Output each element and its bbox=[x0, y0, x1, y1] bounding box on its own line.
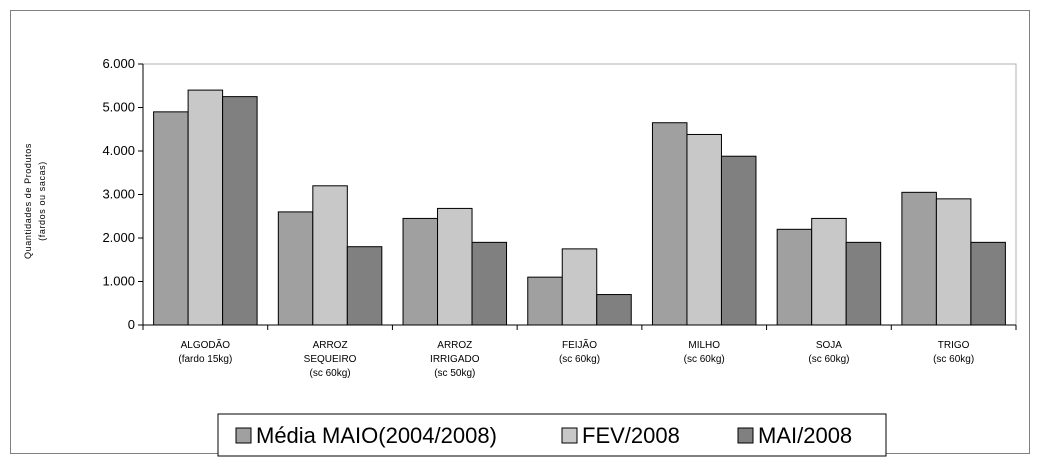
bar bbox=[346, 246, 383, 326]
bar bbox=[651, 122, 688, 326]
y-tick-label: 1.000 bbox=[102, 274, 135, 289]
x-tick-label: SOJA bbox=[816, 340, 842, 351]
x-tick-label: (sc 50kg) bbox=[434, 368, 475, 379]
y-tick-label: 0 bbox=[128, 317, 135, 332]
bar bbox=[845, 241, 882, 326]
bar bbox=[153, 111, 189, 326]
legend-swatch bbox=[737, 427, 754, 444]
x-tick-label: ARROZ bbox=[437, 340, 472, 351]
bar bbox=[901, 191, 937, 326]
x-tick-label: (sc 60kg) bbox=[933, 354, 974, 365]
x-tick-label: (sc 60kg) bbox=[559, 354, 600, 365]
bar bbox=[561, 248, 598, 326]
bar bbox=[686, 133, 722, 326]
y-tick-label: 4.000 bbox=[102, 143, 135, 158]
legend-label: MAI/2008 bbox=[758, 423, 852, 448]
legend: Média MAIO(2004/2008) FEV/2008 MAI/2008 bbox=[217, 413, 887, 457]
bar bbox=[277, 211, 314, 326]
bars bbox=[153, 89, 1006, 326]
bar bbox=[811, 217, 847, 326]
bar bbox=[596, 294, 632, 326]
x-tick-label: ALGODÃO bbox=[181, 338, 231, 351]
x-tick-label: (sc 60kg) bbox=[808, 354, 849, 365]
x-tick-label: (sc 60kg) bbox=[310, 368, 351, 379]
x-tick-label: FEIJÃO bbox=[562, 338, 597, 351]
x-tick-label: (fardo 15kg) bbox=[178, 354, 232, 365]
x-tick-label: ARROZ bbox=[313, 340, 348, 351]
y-tick-label: 3.000 bbox=[102, 187, 135, 202]
bar bbox=[312, 185, 348, 326]
legend-swatch bbox=[235, 427, 252, 444]
x-tick-label: TRIGO bbox=[938, 340, 970, 351]
y-tick-label: 6.000 bbox=[102, 56, 135, 71]
bar bbox=[187, 89, 224, 326]
legend-label: Média MAIO(2004/2008) bbox=[256, 423, 497, 448]
x-tick-label: (sc 60kg) bbox=[684, 354, 725, 365]
bar bbox=[776, 228, 813, 326]
y-axis: 0 1.000 2.000 3.000 4.000 5.000 6.000 bbox=[102, 56, 144, 332]
bar bbox=[527, 276, 563, 326]
x-axis: ALGODÃO (fardo 15kg) ARROZ SEQUEIRO (sc 60kg… bbox=[142, 324, 1017, 379]
bar bbox=[437, 207, 473, 326]
x-tick-label: SEQUEIRO bbox=[304, 354, 357, 365]
y-axis-label: Quantidades de Produtos bbox=[23, 143, 33, 259]
legend-label: FEV/2008 bbox=[582, 423, 680, 448]
y-axis-label-unit: (fardos ou sacas) bbox=[37, 161, 47, 241]
bar bbox=[935, 198, 972, 326]
y-tick-label: 2.000 bbox=[102, 230, 135, 245]
bar bbox=[720, 155, 757, 326]
x-tick-label: MILHO bbox=[688, 340, 720, 351]
legend-swatch bbox=[561, 427, 578, 444]
bar bbox=[222, 96, 258, 326]
bar bbox=[402, 217, 439, 326]
bar bbox=[970, 241, 1006, 326]
x-tick-label: IRRIGADO bbox=[430, 354, 480, 365]
y-tick-label: 5.000 bbox=[102, 100, 135, 115]
legend-box bbox=[217, 413, 887, 457]
bar bbox=[471, 241, 508, 326]
